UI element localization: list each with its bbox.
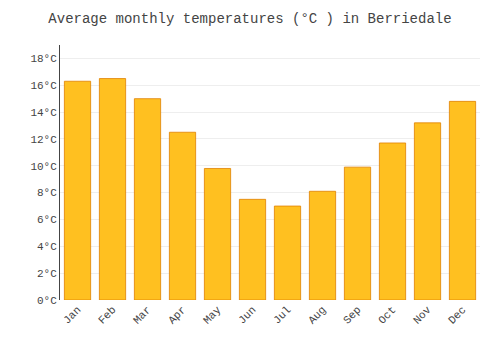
svg-text:10°C: 10°C xyxy=(30,161,57,173)
svg-text:8°C: 8°C xyxy=(37,187,57,199)
svg-text:6°C: 6°C xyxy=(37,214,57,226)
svg-text:18°C: 18°C xyxy=(30,53,57,65)
svg-text:Feb: Feb xyxy=(96,304,118,326)
svg-text:May: May xyxy=(201,304,224,327)
svg-text:Oct: Oct xyxy=(376,304,398,326)
svg-text:Jan: Jan xyxy=(61,304,83,326)
svg-text:Jul: Jul xyxy=(271,304,293,326)
svg-text:Dec: Dec xyxy=(446,304,468,326)
svg-text:Mar: Mar xyxy=(131,304,153,326)
svg-text:Sep: Sep xyxy=(341,304,363,326)
svg-text:2°C: 2°C xyxy=(37,268,57,280)
svg-text:Average monthly temperatures (: Average monthly temperatures (°C ) in Be… xyxy=(48,11,451,27)
svg-text:Jun: Jun xyxy=(236,304,258,326)
svg-text:Aug: Aug xyxy=(306,304,328,326)
svg-text:Nov: Nov xyxy=(411,304,434,327)
svg-text:16°C: 16°C xyxy=(30,80,57,92)
svg-text:Apr: Apr xyxy=(166,304,188,326)
svg-text:12°C: 12°C xyxy=(30,134,57,146)
svg-text:0°C: 0°C xyxy=(37,295,57,307)
svg-text:14°C: 14°C xyxy=(30,107,57,119)
svg-text:4°C: 4°C xyxy=(37,241,57,253)
